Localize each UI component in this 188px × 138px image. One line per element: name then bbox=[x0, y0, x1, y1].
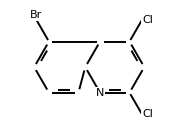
Text: Cl: Cl bbox=[142, 15, 153, 25]
Text: Cl: Cl bbox=[142, 109, 153, 119]
Text: N: N bbox=[96, 88, 104, 98]
Text: Br: Br bbox=[30, 10, 42, 20]
